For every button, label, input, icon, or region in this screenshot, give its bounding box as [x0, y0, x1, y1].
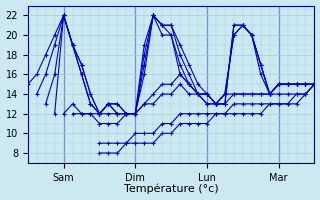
X-axis label: Température (°c): Température (°c) [124, 184, 219, 194]
